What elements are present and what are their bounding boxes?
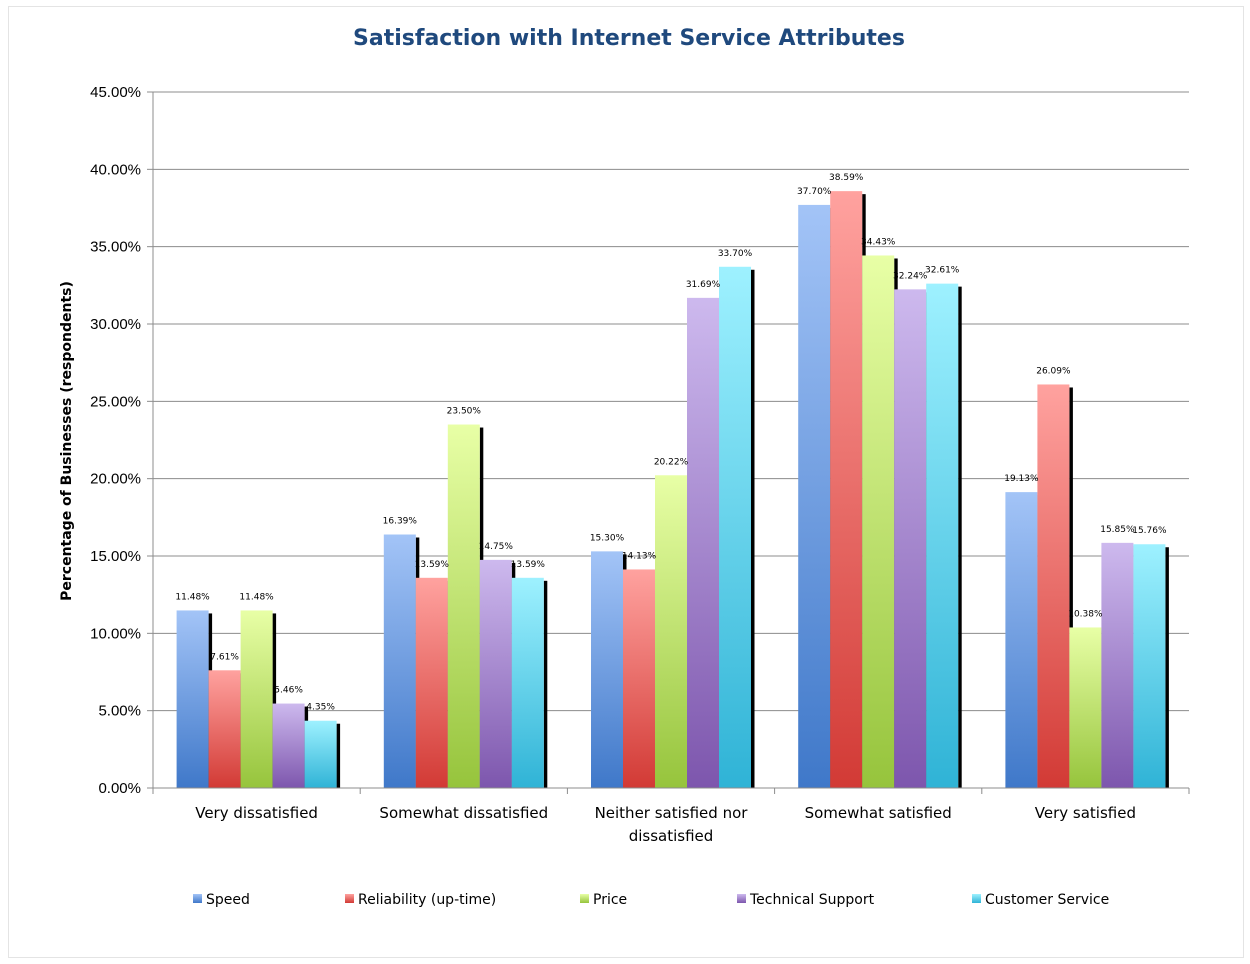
legend-swatch-reliability-up-time (345, 894, 354, 903)
bar-customer-service-somewhat-dissatisfied (511, 577, 544, 788)
data-label: 20.22% (654, 457, 689, 467)
bar-shadow (543, 580, 548, 788)
chart-title: Satisfaction with Internet Service Attri… (353, 26, 905, 51)
chart-frame (8, 6, 1244, 958)
data-label: 31.69% (686, 280, 721, 290)
y-tick-label: 5.00% (98, 703, 141, 720)
bar-technical-support-somewhat-dissatisfied (479, 559, 512, 788)
data-label: 32.61% (925, 266, 960, 276)
y-tick-label: 40.00% (90, 161, 141, 178)
legend-label-reliability-up-time: Reliability (up-time) (358, 892, 496, 908)
legend-label-speed: Speed (206, 892, 250, 908)
bar-shadow (751, 269, 755, 789)
data-label: 10.38% (1068, 609, 1103, 619)
y-axis-title: Percentage of Businesses (respondents) (59, 281, 75, 601)
bar-customer-service-somewhat-satisfied (926, 283, 959, 788)
y-tick-label: 20.00% (90, 471, 141, 488)
bar-customer-service-very-satisfied (1133, 544, 1166, 788)
x-tick-label: Very satisfied (1035, 804, 1136, 822)
y-tick-label: 10.00% (90, 625, 141, 642)
bar-speed-neither-satisfied-nor-dissatisfied (591, 551, 623, 788)
bar-customer-service-neither-satisfied-nor-dissatisfied (719, 266, 751, 789)
bars (176, 191, 1169, 789)
x-tick-label: Somewhat dissatisfied (379, 804, 548, 822)
data-label: 38.59% (829, 173, 864, 183)
bar-price-somewhat-dissatisfied (447, 424, 480, 788)
y-tick-label: 45.00% (90, 84, 141, 101)
bar-speed-very-dissatisfied (176, 610, 209, 788)
bar-price-neither-satisfied-nor-dissatisfied (655, 475, 687, 788)
data-label: 5.46% (274, 686, 303, 696)
data-label: 7.61% (210, 652, 239, 662)
bar-reliability-up-time-somewhat-dissatisfied (415, 577, 448, 788)
bar-price-very-satisfied (1069, 627, 1102, 788)
data-label: 33.70% (718, 249, 753, 259)
bar-reliability-up-time-neither-satisfied-nor-dissatisfied (623, 569, 655, 788)
data-label: 15.76% (1132, 526, 1167, 536)
bar-shadow (336, 723, 341, 788)
bar-reliability-up-time-somewhat-satisfied (830, 191, 863, 788)
bar-reliability-up-time-very-dissatisfied (208, 670, 241, 788)
bar-technical-support-neither-satisfied-nor-dissatisfied (687, 297, 719, 788)
data-label: 4.35% (306, 703, 335, 713)
bar-shadow (1165, 547, 1169, 788)
data-label: 23.50% (447, 407, 482, 417)
data-label: 37.70% (797, 187, 832, 197)
data-label: 11.48% (239, 592, 274, 602)
bar-technical-support-somewhat-satisfied (894, 289, 927, 788)
bar-price-somewhat-satisfied (862, 255, 895, 788)
legend-label-price: Price (593, 892, 627, 908)
legend-swatch-speed (193, 894, 202, 903)
data-label: 11.48% (175, 592, 210, 602)
legend-swatch-technical-support (737, 894, 746, 903)
data-label: 13.59% (415, 560, 450, 570)
bar-speed-somewhat-dissatisfied (383, 534, 416, 788)
y-tick-label: 35.00% (90, 239, 141, 256)
axes: 0.00% 5.00% 10.00% 15.00% 20.00% 25.00% 30.00%… (90, 84, 1190, 845)
x-tick-label: Neither satisfied nor (595, 804, 749, 822)
legend-swatch-price (580, 894, 589, 903)
bar-shadow (272, 613, 277, 788)
bar-technical-support-very-dissatisfied (272, 703, 305, 788)
data-label: 16.39% (383, 517, 418, 527)
bar-technical-support-very-satisfied (1101, 542, 1134, 788)
data-label: 32.24% (893, 271, 928, 281)
x-tick-label: Somewhat satisfied (805, 804, 952, 822)
bar-speed-very-satisfied (1005, 492, 1038, 788)
bar-customer-service-very-dissatisfied (304, 720, 337, 788)
data-label: 34.43% (861, 237, 896, 247)
data-label: 19.13% (1004, 474, 1039, 484)
data-label: 13.59% (511, 560, 546, 570)
legend-label-customer-service: Customer Service (985, 892, 1109, 908)
legend: Speed Reliability (up-time) Price Technical… (193, 892, 1109, 908)
x-tick-label: dissatisfied (629, 827, 714, 845)
data-label: 14.13% (622, 551, 657, 561)
bar-speed-somewhat-satisfied (798, 204, 831, 788)
y-tick-label: 15.00% (90, 548, 141, 565)
y-tick-label: 25.00% (90, 393, 141, 410)
data-label: 14.75% (479, 542, 514, 552)
y-tick-label: 0.00% (98, 780, 141, 797)
bar-reliability-up-time-very-satisfied (1037, 384, 1070, 788)
bar-price-very-dissatisfied (240, 610, 273, 788)
data-label: 15.85% (1100, 525, 1135, 535)
data-labels: 11.48% 7.61% 11.48% 5.46%4.35% 16.39% 13.59% 2… (175, 173, 1167, 713)
legend-swatch-customer-service (972, 894, 981, 903)
data-label: 26.09% (1036, 366, 1071, 376)
x-tick-label: Very dissatisfied (195, 804, 318, 822)
data-label: 15.30% (590, 533, 625, 543)
legend-label-technical-support: Technical Support (749, 892, 875, 908)
bar-shadow (1069, 387, 1073, 788)
bar-shadow (958, 286, 962, 788)
y-tick-label: 30.00% (90, 316, 141, 333)
